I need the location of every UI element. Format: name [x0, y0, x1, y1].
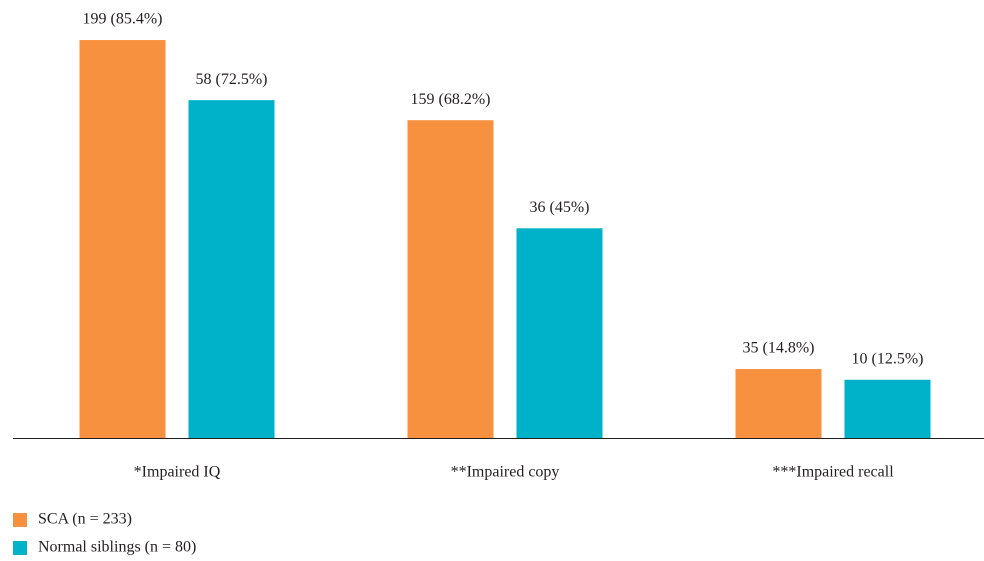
value-label: 10 (12.5%) [852, 350, 924, 367]
x-tick-label: ***Impaired recall [772, 464, 894, 481]
x-tick-label: **Impaired copy [451, 464, 560, 481]
bar [188, 100, 275, 439]
legend-label: SCA (n = 233) [38, 511, 132, 528]
value-label: 199 (85.4%) [83, 11, 163, 28]
value-label: 36 (45%) [530, 199, 590, 216]
value-label: 159 (68.2%) [411, 91, 491, 108]
legend-label: Normal siblings (n = 80) [38, 539, 196, 556]
bar [516, 228, 603, 438]
legend-swatch [13, 513, 27, 527]
value-label: 35 (14.8%) [743, 340, 815, 357]
bar [407, 120, 494, 439]
legend-swatch [13, 541, 27, 555]
bar [735, 369, 822, 438]
bar [79, 40, 166, 438]
bar [844, 379, 931, 438]
value-label: 58 (72.5%) [196, 71, 268, 88]
x-tick-label: *Impaired IQ [134, 464, 221, 481]
